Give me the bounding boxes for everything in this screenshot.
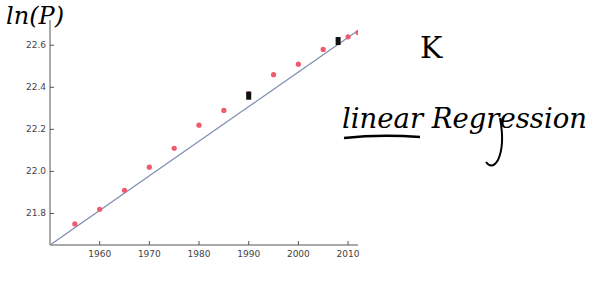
y-tick-label: 21.8 — [26, 208, 46, 218]
plot-area — [50, 30, 358, 245]
point — [97, 207, 102, 212]
underline — [344, 136, 420, 138]
x-tick-label: 2000 — [287, 249, 310, 259]
regression-line — [50, 31, 358, 245]
point — [196, 123, 201, 128]
x-tick — [199, 241, 200, 245]
y-tick — [50, 129, 54, 130]
annotation: K — [420, 30, 443, 65]
point — [355, 30, 358, 35]
point — [246, 92, 251, 100]
point — [271, 72, 276, 77]
x-tick — [298, 241, 299, 245]
x-tick — [149, 241, 150, 245]
y-tick — [50, 45, 54, 46]
point — [72, 221, 77, 226]
point — [122, 188, 127, 193]
point — [147, 165, 152, 170]
x-tick-label: 1960 — [88, 249, 111, 259]
y-tick — [50, 213, 54, 214]
y-axis-label: ln(P) — [6, 2, 64, 30]
point — [296, 62, 301, 67]
chart: 21.8 22.0 22.2 22.4 22.6 1960 1970 1980 1990 2000… — [0, 0, 594, 283]
x-axis — [50, 245, 358, 246]
x-tick — [99, 241, 100, 245]
x-tick-label: 1980 — [188, 249, 211, 259]
x-tick — [348, 241, 349, 245]
point — [336, 37, 341, 45]
x-tick — [248, 241, 249, 245]
x-tick-label: 1970 — [138, 249, 161, 259]
pen-stroke — [486, 118, 502, 166]
y-axis — [50, 20, 51, 245]
point — [172, 146, 177, 151]
y-tick — [50, 87, 54, 88]
point — [221, 108, 226, 113]
y-tick-label: 22.4 — [26, 82, 46, 92]
x-tick-label: 2010 — [337, 249, 360, 259]
annotation: linear Regression — [342, 103, 587, 134]
y-tick-label: 22.6 — [26, 40, 46, 50]
y-tick — [50, 171, 54, 172]
y-tick-label: 22.2 — [26, 124, 46, 134]
point — [321, 47, 326, 52]
y-tick-label: 22.0 — [26, 166, 46, 176]
point — [345, 34, 350, 39]
x-tick-label: 1990 — [237, 249, 260, 259]
